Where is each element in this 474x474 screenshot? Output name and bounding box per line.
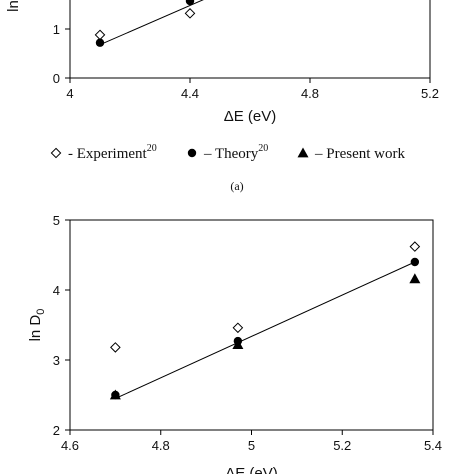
y-axis-label: ln xyxy=(5,0,22,12)
y-tick-label: 4 xyxy=(53,283,60,298)
legend-label-superscript: 20 xyxy=(147,143,157,154)
legend-marker xyxy=(297,147,309,158)
y-tick-label: 2 xyxy=(53,423,60,438)
data-point-experiment xyxy=(409,241,421,252)
data-point-theory xyxy=(95,38,105,47)
data-point-experiment xyxy=(184,8,196,19)
data-point-experiment xyxy=(94,29,106,41)
x-tick-label: 5.2 xyxy=(421,86,439,101)
x-tick-label: 4.8 xyxy=(301,86,319,101)
y-tick-label: 5 xyxy=(53,213,60,228)
data-point-present-work xyxy=(409,273,421,284)
data-point-present-work xyxy=(232,339,244,349)
x-axis-label: ΔE (eV) xyxy=(225,465,278,474)
x-tick-label: 4 xyxy=(66,86,73,101)
x-tick-label: 5.2 xyxy=(333,438,351,453)
x-axis-label: ΔE (eV) xyxy=(224,108,277,125)
legend-label-text: – Present work xyxy=(314,146,405,162)
data-point-theory xyxy=(410,257,420,267)
data-point-experiment xyxy=(110,342,121,353)
legend-label: - Experiment20 xyxy=(68,143,157,162)
x-tick-label: 5 xyxy=(248,438,255,453)
x-tick-label: 4.8 xyxy=(152,438,170,453)
data-point-experiment xyxy=(232,322,244,334)
legend-label-text: – Theory xyxy=(203,146,259,162)
legend-marker xyxy=(50,147,62,159)
legend-label-superscript: 20 xyxy=(258,143,268,154)
panel-bottom-chart: 4.6 4.8 5 5.2 5.4 2 3 4 5 ΔE (eV) ln D0 xyxy=(27,213,442,474)
data-point-theory xyxy=(185,0,195,6)
y-tick-label: 0 xyxy=(53,71,60,86)
data-point-present-work xyxy=(109,389,121,400)
fit-line xyxy=(99,0,204,46)
y-tick-label: 3 xyxy=(53,353,60,368)
y-axis-label-text: ln D xyxy=(27,315,44,342)
y-tick-label: 1 xyxy=(53,22,60,37)
x-tick-label: 5.4 xyxy=(424,438,442,453)
legend-label-text: - Experiment xyxy=(68,146,148,162)
x-tick-label: 4.4 xyxy=(181,86,199,101)
legend-marker xyxy=(187,148,197,158)
panel-top-chart: 44.44.85.2012ΔE (eV)ln xyxy=(5,0,439,125)
plot-area-frame xyxy=(69,219,434,431)
legend-label: – Present work xyxy=(314,146,405,162)
y-axis-label-subscript: 0 xyxy=(35,309,47,315)
y-axis-label: ln D0 xyxy=(27,309,47,342)
x-tick-label: 4.6 xyxy=(61,438,79,453)
fit-line xyxy=(115,261,416,399)
plot-area-frame xyxy=(69,0,431,79)
legend-label: – Theory20 xyxy=(203,143,268,162)
y-axis-label-text: ln xyxy=(5,0,22,12)
panel-caption: (a) xyxy=(230,179,243,193)
legend: - Experiment20– Theory20– Present work xyxy=(50,143,405,162)
